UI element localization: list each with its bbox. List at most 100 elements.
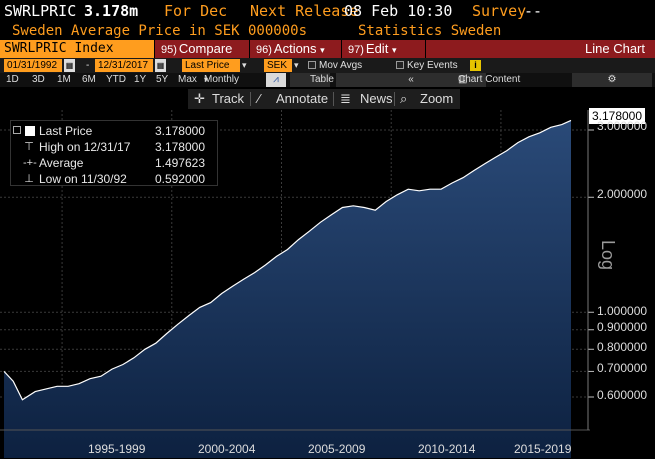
mov-avgs-toggle[interactable]: Mov Avgs [308, 58, 362, 73]
range-max[interactable]: Max [178, 74, 197, 85]
pencil-icon: ⁄ [258, 91, 261, 106]
annotate-button[interactable]: Annotate [276, 91, 329, 106]
edit-menu[interactable]: 97) Edit ▾ [342, 40, 426, 58]
zoom-button[interactable]: Zoom [420, 91, 454, 106]
x-tick-label: 2000-2004 [198, 442, 256, 456]
data-source: Statistics Sweden [358, 23, 502, 39]
chart-legend: Last Price 3.178000 ⊤ High on 12/31/17 3… [10, 120, 218, 186]
range-3d[interactable]: 3D [32, 74, 45, 85]
chart-icon: ▥ [458, 74, 468, 85]
next-release-value: 08 Feb 10:30 [344, 2, 453, 20]
range-1m[interactable]: 1M [57, 74, 71, 85]
field-select-value: Last Price [185, 60, 230, 71]
chart-content-button[interactable]: ▥ Chart Content [450, 73, 570, 87]
description-row: Sweden Average Price in SEK 000000s Stat… [0, 22, 655, 40]
range-row: 1D 3D 1M 6M YTD 1Y 5Y Max Monthly ▾ ⩘ Ta… [0, 73, 655, 87]
low-label: Low on 11/30/92 [39, 172, 127, 186]
average-label: Average [39, 156, 84, 170]
end-date-input[interactable]: 12/31/2017 [95, 59, 153, 72]
y-tick-label: 0.600000 [597, 388, 648, 402]
actions-dropdown-icon: ▾ [320, 45, 325, 55]
toolbar-divider [394, 92, 395, 106]
high-marker-icon: ⊤ [24, 141, 34, 153]
range-5y[interactable]: 5Y [156, 74, 169, 85]
period: For Dec [164, 2, 228, 20]
currency-select[interactable]: SEK [264, 59, 292, 72]
actions-label: Actions [273, 41, 317, 56]
key-events-label: Key Events [407, 60, 458, 71]
legend-last-price: Last Price 3.178000 [11, 123, 217, 139]
x-tick-label: 2005-2009 [308, 442, 366, 456]
high-label: High on 12/31/17 [39, 140, 131, 154]
chart-type-label[interactable]: Line Chart [585, 41, 645, 56]
key-events-toggle[interactable]: Key Events [396, 58, 458, 73]
high-value: 3.178000 [154, 140, 205, 154]
price-area [4, 120, 571, 459]
edit-number: 97) [348, 44, 364, 56]
last-price-swatch [25, 126, 35, 136]
field-select[interactable]: Last Price [182, 59, 240, 72]
y-tick-label: 2.000000 [597, 187, 648, 201]
compare-menu[interactable]: 95) Compare [155, 40, 250, 58]
low-value: 0.592000 [154, 172, 205, 186]
x-tick-label: 2010-2014 [418, 442, 476, 456]
last-price-value: 3.178000 [154, 124, 205, 138]
actions-menu[interactable]: 96) Actions ▾ [250, 40, 342, 58]
legend-swatch [13, 126, 21, 134]
legend-low: ⊥ Low on 11/30/92 0.592000 [11, 171, 217, 187]
actions-number: 96) [256, 44, 272, 56]
start-date-input[interactable]: 01/31/1992 [4, 59, 62, 72]
range-1y[interactable]: 1Y [134, 74, 147, 85]
table-label: Table [310, 74, 334, 85]
currency-value: SEK [267, 60, 288, 71]
legend-high: ⊤ High on 12/31/17 3.178000 [11, 139, 217, 155]
last-value-box: 3.178000 [589, 108, 645, 124]
y-tick-label: 3.000000 [597, 119, 648, 133]
x-tick-label: 1995-1999 [88, 442, 146, 456]
compare-number: 95) [161, 44, 177, 56]
controls-row: 01/31/1992 ▦ - 12/31/2017 ▦ Last Price ▾… [0, 58, 655, 73]
info-icon[interactable]: i [470, 60, 481, 71]
chart-content-label: Chart Content [458, 74, 521, 85]
track-button[interactable]: Track [212, 91, 245, 106]
chart-toolbar: ✛ Track ⁄ Annotate ≣ News ⌕ Zoom [188, 89, 460, 109]
next-release-label: Next Release [250, 2, 359, 20]
range-1d[interactable]: 1D [6, 74, 19, 85]
edit-dropdown-icon: ▾ [391, 45, 397, 55]
y-tick-label: 1.000000 [597, 304, 648, 318]
last-value: 3.178m [84, 2, 139, 20]
chevron-down-icon: ▾ [204, 75, 209, 84]
table-button[interactable]: Table [290, 73, 334, 87]
survey-label: Survey [472, 2, 527, 20]
price-line [3, 119, 572, 401]
survey-value: -- [524, 2, 543, 20]
security-field[interactable]: SWRLPRIC Index [0, 40, 155, 58]
collapse-button[interactable]: « [336, 73, 486, 87]
line-chart-icon[interactable]: ⩘ [266, 73, 286, 87]
toolbar-divider [333, 92, 334, 106]
field-dropdown-icon[interactable]: ▾ [242, 60, 247, 70]
x-tick-label: 2015-2019 [514, 442, 572, 456]
news-button[interactable]: News [360, 91, 393, 106]
range-ytd[interactable]: YTD [106, 74, 126, 85]
security-description: Sweden Average Price in SEK 000000s [12, 23, 308, 39]
crosshair-icon: ✛ [194, 91, 205, 106]
y-tick-label: 0.900000 [597, 320, 648, 334]
calendar-icon[interactable]: ▦ [155, 59, 166, 72]
frequency-value: Monthly [204, 74, 240, 85]
currency-dropdown-icon[interactable]: ▾ [294, 60, 299, 70]
compare-label: Compare [178, 41, 233, 56]
gear-icon[interactable]: ⚙ [572, 73, 652, 87]
mov-avgs-label: Mov Avgs [319, 60, 363, 71]
y-tick-label: 0.700000 [597, 361, 648, 375]
average-marker-icon: -+- [23, 157, 37, 169]
last-price-label: Last Price [39, 124, 93, 138]
calendar-icon[interactable]: ▦ [64, 59, 75, 72]
average-value: 1.497623 [154, 156, 205, 170]
y-tick-label: 0.800000 [597, 340, 648, 354]
range-6m[interactable]: 6M [82, 74, 96, 85]
magnifier-icon: ⌕ [400, 91, 408, 106]
checkbox-icon [396, 61, 404, 69]
header-row: SWRLPRIC 3.178m For Dec Next Release 08 … [0, 0, 655, 22]
y-axis-scale-label: Log [598, 240, 618, 271]
